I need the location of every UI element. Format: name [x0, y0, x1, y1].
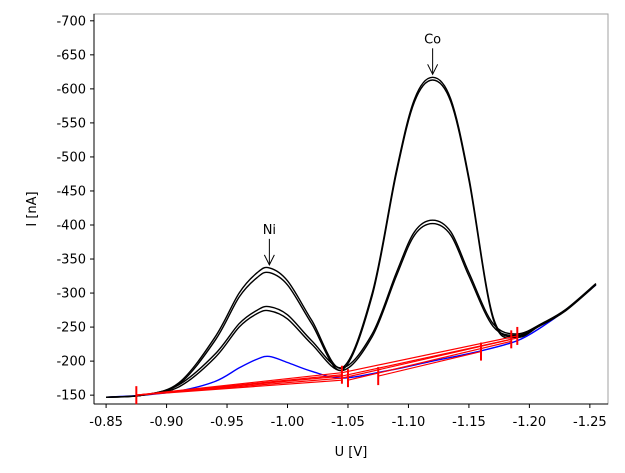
- y-tick-label: -700: [56, 14, 86, 29]
- y-axis-ticks: -150 -200 -250 -300 -350 -400 -450 -500 -550 -600…: [56, 14, 94, 404]
- annotation-co-label: Co: [424, 32, 441, 47]
- y-tick-label: -150: [56, 389, 86, 404]
- curve-series-5: [106, 79, 597, 398]
- y-tick-label: -400: [56, 218, 86, 233]
- x-tick-label: -1.10: [392, 415, 426, 430]
- baseline-8: [341, 338, 512, 379]
- x-axis-label: U [V]: [335, 445, 368, 460]
- y-tick-label: -450: [56, 184, 86, 199]
- x-tick-label: -1.05: [331, 415, 365, 430]
- annotation-co-arrow-head: [427, 64, 439, 76]
- x-axis-ticks: -0.85 -0.90 -0.95 -1.00 -1.05 -1.10 -1.15 -1.20…: [89, 404, 607, 430]
- baseline-9: [347, 340, 512, 381]
- x-tick-label: -1.15: [452, 415, 486, 430]
- annotation-ni-arrow-head: [263, 254, 275, 266]
- y-tick-label: -600: [56, 82, 86, 97]
- y-tick-label: -300: [56, 287, 86, 302]
- x-tick-label: -1.20: [513, 415, 547, 430]
- plot-frame: [93, 13, 609, 405]
- x-tick-label: -0.90: [150, 415, 184, 430]
- baseline-5: [136, 379, 342, 396]
- y-tick-label: -350: [56, 253, 86, 268]
- marker-group: [135, 326, 519, 405]
- curve-series-2: [106, 219, 597, 398]
- y-tick-label: -250: [56, 321, 86, 336]
- y-axis-label: I [nA]: [25, 191, 40, 226]
- axis-lines: [93, 14, 608, 405]
- curve-series-3: [106, 222, 597, 398]
- y-tick-label: -500: [56, 150, 86, 165]
- x-tick-label: -1.25: [573, 415, 607, 430]
- baseline-10: [378, 351, 482, 377]
- x-tick-label: -0.95: [210, 415, 244, 430]
- baseline-4: [136, 372, 342, 396]
- peak-annotations: Ni Co: [263, 32, 441, 266]
- y-tick-label: -200: [56, 355, 86, 370]
- y-tick-label: -550: [56, 116, 86, 131]
- baseline-group: [136, 335, 518, 396]
- x-tick-label: -1.00: [271, 415, 305, 430]
- curve-series-1: [106, 284, 597, 398]
- annotation-ni-label: Ni: [263, 223, 276, 238]
- baseline-6: [341, 335, 518, 374]
- curve-group: [106, 76, 597, 398]
- y-tick-label: -650: [56, 48, 86, 63]
- x-tick-label: -0.85: [89, 415, 123, 430]
